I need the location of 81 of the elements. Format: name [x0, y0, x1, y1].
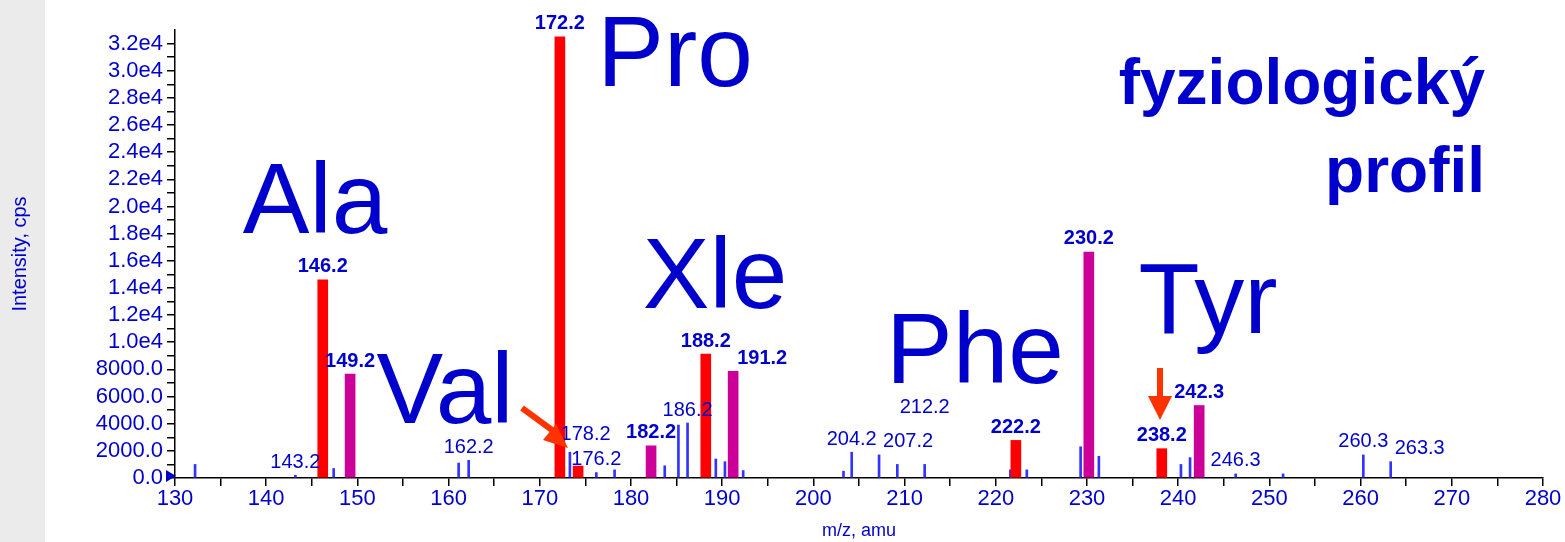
y-tick-label: 1.0e4: [107, 328, 163, 354]
annotation: 176.2: [571, 447, 622, 470]
y-tick-label: 6000.0: [95, 382, 163, 408]
bar: [595, 472, 598, 478]
bar: [572, 465, 584, 478]
x-tick-label: 270: [1433, 485, 1471, 511]
x-tick-label: 170: [521, 485, 559, 511]
y-tick-label: 2.2e4: [107, 165, 163, 191]
x-tick-label: 280: [1524, 485, 1562, 511]
x-tick-label: 260: [1342, 485, 1379, 511]
annotation: Ala: [242, 141, 388, 254]
annotation: Xle: [642, 216, 788, 329]
annotation: 260.3: [1338, 429, 1389, 452]
text: fyziologický profil: [1117, 45, 1485, 208]
y-tick-label: 2.8e4: [107, 83, 163, 109]
bar: [1156, 448, 1168, 478]
x-tick-label: 200: [795, 485, 832, 511]
bar: [1234, 473, 1237, 478]
annotation: 207.2: [883, 429, 934, 452]
bar: [686, 422, 689, 478]
bar: [727, 371, 739, 478]
y-axis-title: Intensity, cps: [7, 196, 30, 312]
bar: [457, 462, 460, 478]
y-tick-label: 3.2e4: [107, 29, 163, 55]
y-tick-label: 1.8e4: [107, 219, 163, 245]
y-tick-label: 8000.0: [95, 355, 163, 381]
annotation: 191.2: [737, 345, 788, 368]
annotation: 204.2: [826, 426, 877, 449]
bar: [1083, 251, 1095, 478]
annotation: Tyr: [1138, 241, 1278, 354]
bar: [842, 470, 845, 478]
x-tick-label: 250: [1251, 485, 1288, 511]
x-tick-label: 150: [339, 485, 376, 511]
annotation: 246.3: [1210, 448, 1261, 471]
x-tick-label: 160: [430, 485, 467, 511]
y-tick-label: 1.4e4: [107, 274, 163, 299]
annotation: 238.2: [1136, 423, 1187, 446]
y-tick-label: 1.6e4: [107, 246, 163, 272]
x-tick-label: 240: [1159, 485, 1197, 511]
y-tick-label: 2000.0: [95, 436, 163, 462]
x-tick-label: 230: [1068, 485, 1106, 511]
annotation: 242.3: [1174, 380, 1225, 403]
y-tick-label: 4000.0: [95, 409, 163, 435]
y-tick-label: 3.0e4: [107, 56, 163, 82]
bar: [294, 474, 297, 478]
bar: [850, 451, 854, 478]
x-tick-label: 140: [247, 485, 285, 511]
y-tick-label: 2.0e4: [107, 192, 163, 218]
bar: [1389, 461, 1393, 478]
bar: [714, 458, 718, 478]
annotation: 146.2: [297, 254, 348, 277]
annotation: 182.2: [626, 420, 677, 443]
bar: [332, 468, 336, 478]
x-tick-label: 210: [886, 485, 923, 511]
y-tick-label: 1.2e4: [107, 301, 163, 327]
annotation: 188.2: [680, 328, 731, 351]
bar: [613, 469, 616, 478]
bar: [741, 470, 745, 478]
bar: [1079, 446, 1082, 478]
x-tick-label: 190: [703, 485, 741, 511]
bar: [645, 445, 657, 478]
bar: [467, 460, 470, 478]
bar: [1025, 469, 1029, 478]
bar: [923, 464, 926, 478]
annotation: 222.2: [990, 414, 1041, 437]
bar: [663, 465, 667, 478]
x-tick-label: 180: [612, 485, 650, 511]
bar: [1010, 440, 1022, 478]
bar: [677, 424, 680, 478]
y-tick-label: 2.6e4: [107, 111, 163, 137]
x-axis-title: m/z, amu: [821, 520, 897, 541]
annotation: 230.2: [1063, 226, 1114, 249]
bar: [895, 464, 899, 478]
annotation: 172.2: [534, 11, 585, 34]
annotation: Pro: [597, 0, 753, 107]
bar: [1193, 405, 1205, 478]
y-tick-label: 2.4e4: [107, 138, 163, 164]
bar: [344, 373, 356, 478]
annotation: 263.3: [1394, 436, 1445, 459]
x-tick-label: 220: [977, 485, 1015, 511]
bar: [1362, 454, 1365, 478]
